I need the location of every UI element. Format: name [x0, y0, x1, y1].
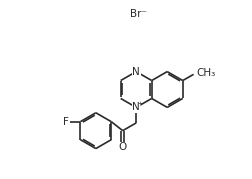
Text: Br⁻: Br⁻ — [130, 9, 147, 19]
Text: CH₃: CH₃ — [196, 68, 215, 78]
Text: +: + — [137, 101, 142, 107]
Text: O: O — [118, 142, 126, 152]
Text: N: N — [132, 102, 140, 112]
Text: F: F — [62, 117, 68, 127]
Text: N: N — [132, 67, 140, 77]
